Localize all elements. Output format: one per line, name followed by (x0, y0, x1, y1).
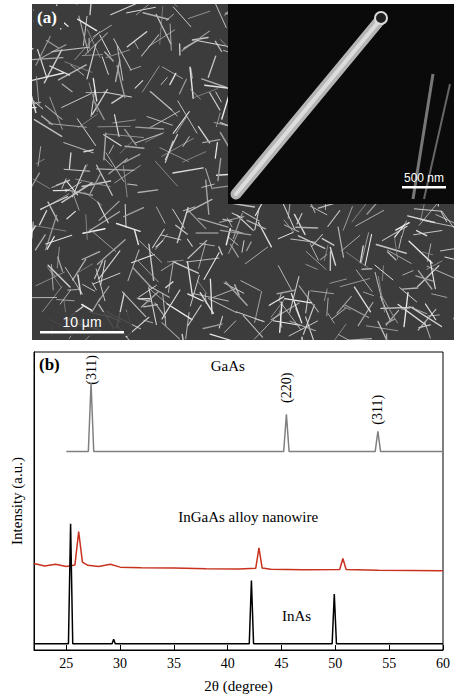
svg-text:(311): (311) (84, 355, 100, 385)
svg-text:50: 50 (328, 656, 342, 671)
svg-text:(a): (a) (37, 8, 57, 27)
svg-text:35: 35 (167, 656, 181, 671)
svg-text:(311): (311) (370, 395, 386, 425)
svg-text:InAs: InAs (282, 608, 311, 624)
svg-text:60: 60 (436, 656, 450, 671)
svg-text:(b): (b) (39, 355, 60, 374)
svg-text:InGaAs alloy nanowire: InGaAs alloy nanowire (178, 509, 318, 525)
svg-text:GaAs: GaAs (211, 358, 245, 374)
svg-text:45: 45 (275, 656, 289, 671)
svg-text:(220): (220) (279, 372, 295, 403)
svg-text:10 μm: 10 μm (62, 314, 101, 330)
svg-text:40: 40 (221, 656, 235, 671)
svg-text:55: 55 (382, 656, 396, 671)
svg-text:Intensity (a.u.): Intensity (a.u.) (9, 457, 26, 545)
svg-text:30: 30 (113, 656, 127, 671)
svg-text:500 nm: 500 nm (404, 171, 444, 185)
svg-text:2θ (degree): 2θ (degree) (204, 678, 272, 695)
svg-text:25: 25 (59, 656, 73, 671)
